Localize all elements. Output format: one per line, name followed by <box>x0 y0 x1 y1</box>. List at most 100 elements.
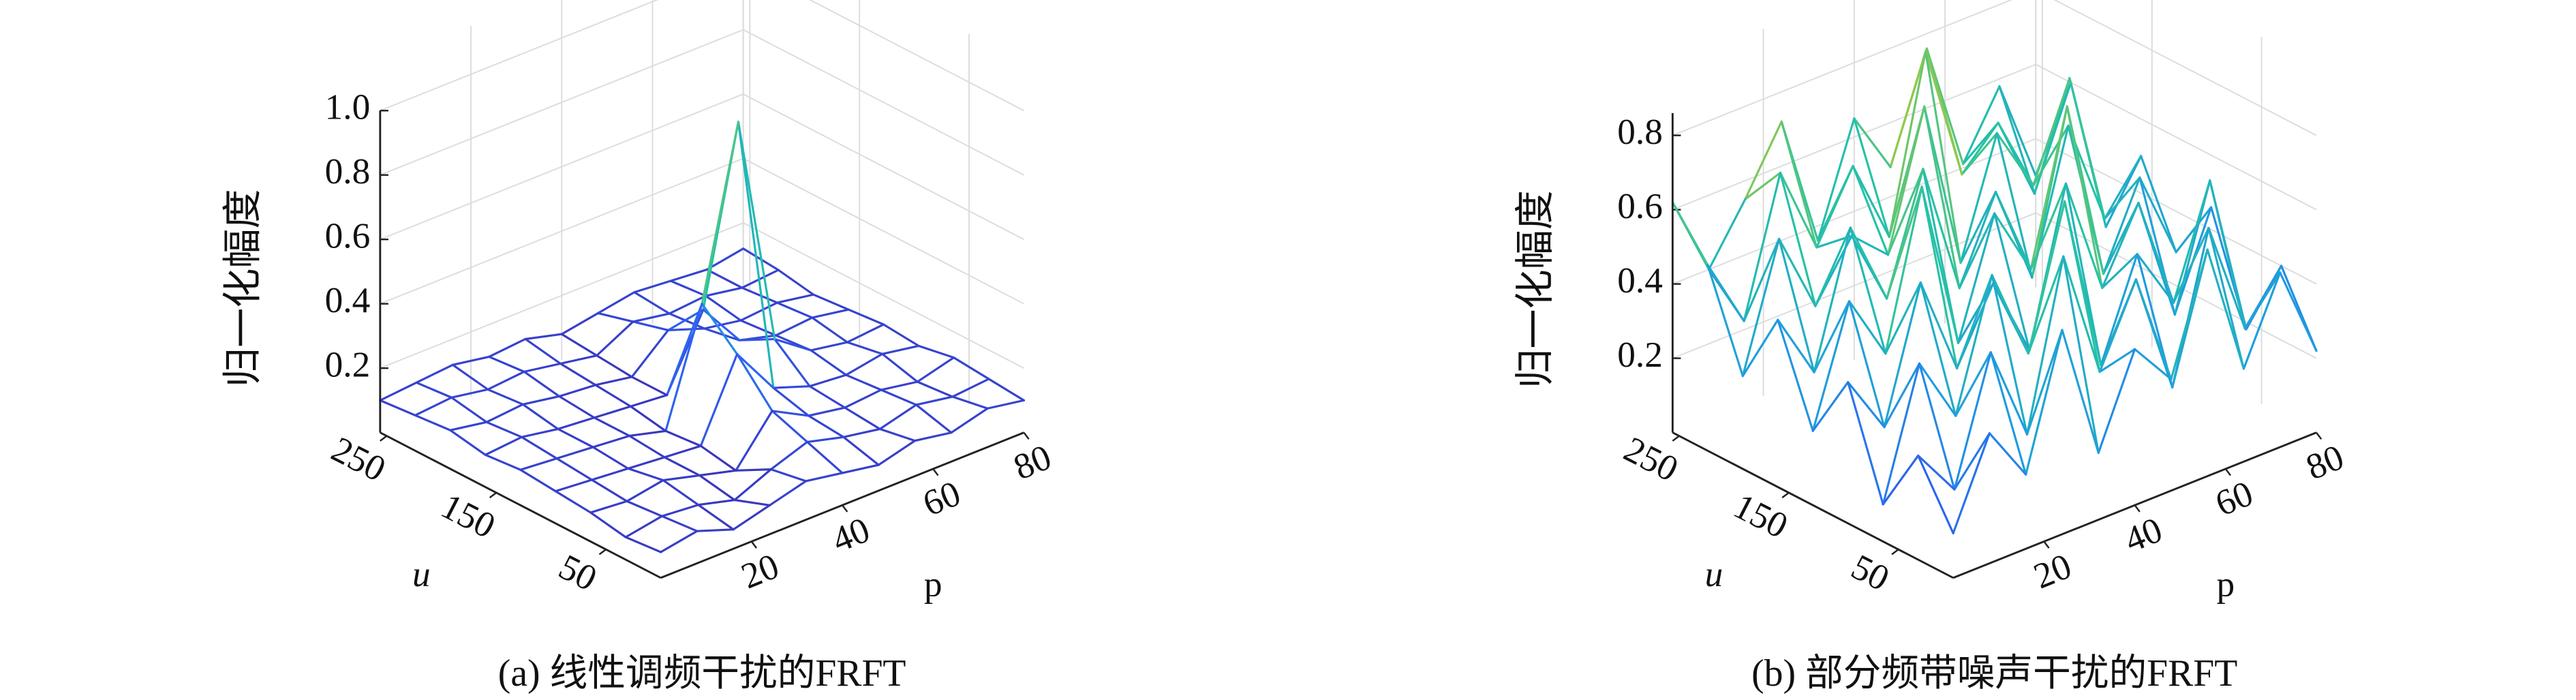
mesh-segment <box>1779 171 1817 307</box>
x-tick-label: 40 <box>827 509 875 560</box>
mesh-segment <box>1918 362 1956 491</box>
mesh-segment <box>738 337 776 341</box>
mesh-segment <box>696 528 735 532</box>
mesh-segment <box>2062 255 2100 454</box>
y-tick-label: 50 <box>1845 547 1895 599</box>
z-tick-label: 0.2 <box>1617 335 1663 375</box>
mesh-segment <box>596 354 633 378</box>
z-axis-label: 归一化幅度 <box>219 189 265 387</box>
mesh-segment <box>449 421 488 431</box>
mesh-segment <box>733 468 772 502</box>
mesh-segment <box>633 279 672 294</box>
mesh-segment <box>774 316 814 337</box>
mesh-segment <box>2206 248 2245 370</box>
surface-plot: 0.2 0.4 0.6 0.8 20 40 60 80 50 150 250 u p 归一化幅度 (b) 部… <box>1512 0 2349 695</box>
mesh-segment <box>1923 105 1961 290</box>
mesh-segment <box>701 303 739 356</box>
mesh-segment <box>1779 171 1818 249</box>
mesh-segment <box>666 303 703 397</box>
mesh-segment <box>594 376 633 386</box>
mesh-segment <box>484 436 523 456</box>
mesh-segment <box>524 337 562 365</box>
mesh-segment <box>1777 318 1814 432</box>
mesh-segment <box>487 388 524 406</box>
y-axis-label: u <box>412 554 431 594</box>
mesh-segment <box>842 436 880 466</box>
mesh-segment <box>592 446 630 470</box>
mesh-segment <box>917 344 955 359</box>
mesh-segment <box>1957 212 1996 344</box>
mesh-segment <box>1993 212 2032 271</box>
mesh-segment <box>450 388 489 399</box>
caption: (a) 线性调频干扰的FRFT <box>498 652 906 695</box>
x-tick-label: 20 <box>2028 546 2076 597</box>
mesh-segment <box>519 468 557 493</box>
mesh-segment <box>1853 117 1890 239</box>
y-tick <box>489 491 497 499</box>
mesh-segment <box>847 308 885 326</box>
mesh-segment <box>1958 190 1997 290</box>
z-tick-label: 0.6 <box>325 215 371 256</box>
mesh-segment <box>1882 454 1920 506</box>
x-tick <box>750 541 758 549</box>
mesh-segment <box>663 456 701 477</box>
mesh-segment <box>705 247 745 271</box>
z-tick-label: 0.8 <box>325 151 371 192</box>
mesh-segment <box>666 327 706 332</box>
mesh-segment <box>1952 432 1991 534</box>
mesh-segment <box>806 436 845 443</box>
mesh-segment <box>737 121 776 341</box>
mesh-segment <box>769 440 809 471</box>
mesh-segment <box>808 374 848 388</box>
mesh-segment <box>1954 273 1993 417</box>
x-tick <box>2224 468 2232 476</box>
mesh-segment <box>558 395 596 419</box>
mesh-segment <box>2138 176 2177 254</box>
mesh-segment <box>844 389 883 409</box>
mesh-segment <box>880 380 919 391</box>
mesh-segment <box>877 440 917 466</box>
mesh-segment <box>1991 273 2029 355</box>
mesh-segment <box>772 385 811 389</box>
mesh-segment <box>1852 164 1890 239</box>
mesh-segment <box>2140 155 2177 254</box>
mesh-segment <box>2102 176 2141 275</box>
mesh-segment <box>1849 226 1887 355</box>
z-tick-label: 0.6 <box>1617 186 1663 226</box>
mesh-segment <box>810 341 848 352</box>
mesh-segment <box>555 457 594 481</box>
mesh-segment <box>844 374 883 391</box>
mesh-segment <box>951 378 990 398</box>
mesh-segment <box>628 429 667 438</box>
mesh-segment <box>1850 234 1890 256</box>
mesh-segment <box>915 395 954 406</box>
mesh-segment <box>669 279 707 297</box>
mesh-segment <box>1706 264 1745 322</box>
y-axis <box>380 431 662 579</box>
x-tick <box>2134 504 2141 513</box>
mesh-segment <box>2062 255 2101 374</box>
mesh-segment <box>624 515 663 538</box>
mesh-segment <box>772 386 810 417</box>
mesh-segment <box>951 395 989 410</box>
mesh-segment <box>668 312 706 330</box>
mesh-segment <box>1954 351 1992 417</box>
mesh-segment <box>590 478 628 502</box>
mesh-segment <box>1847 300 1886 429</box>
mesh-segment <box>2066 105 2104 290</box>
y-tick <box>598 549 607 556</box>
mesh-segment <box>1708 198 1747 271</box>
mesh-segment <box>2103 155 2143 220</box>
mesh-segment <box>1853 117 1892 168</box>
mesh-segment <box>1922 168 1961 290</box>
x-tick <box>2316 431 2322 440</box>
mesh-segment <box>626 500 663 517</box>
mesh-segment <box>1813 226 1852 374</box>
mesh-segment <box>1849 226 1888 300</box>
grid-line <box>2035 212 2317 359</box>
mesh-segment <box>811 316 848 344</box>
mesh-segment <box>1886 185 1923 300</box>
mesh-segment <box>1918 362 1957 417</box>
mesh-segment <box>1993 212 2031 352</box>
x-axis-label: p <box>924 564 942 605</box>
